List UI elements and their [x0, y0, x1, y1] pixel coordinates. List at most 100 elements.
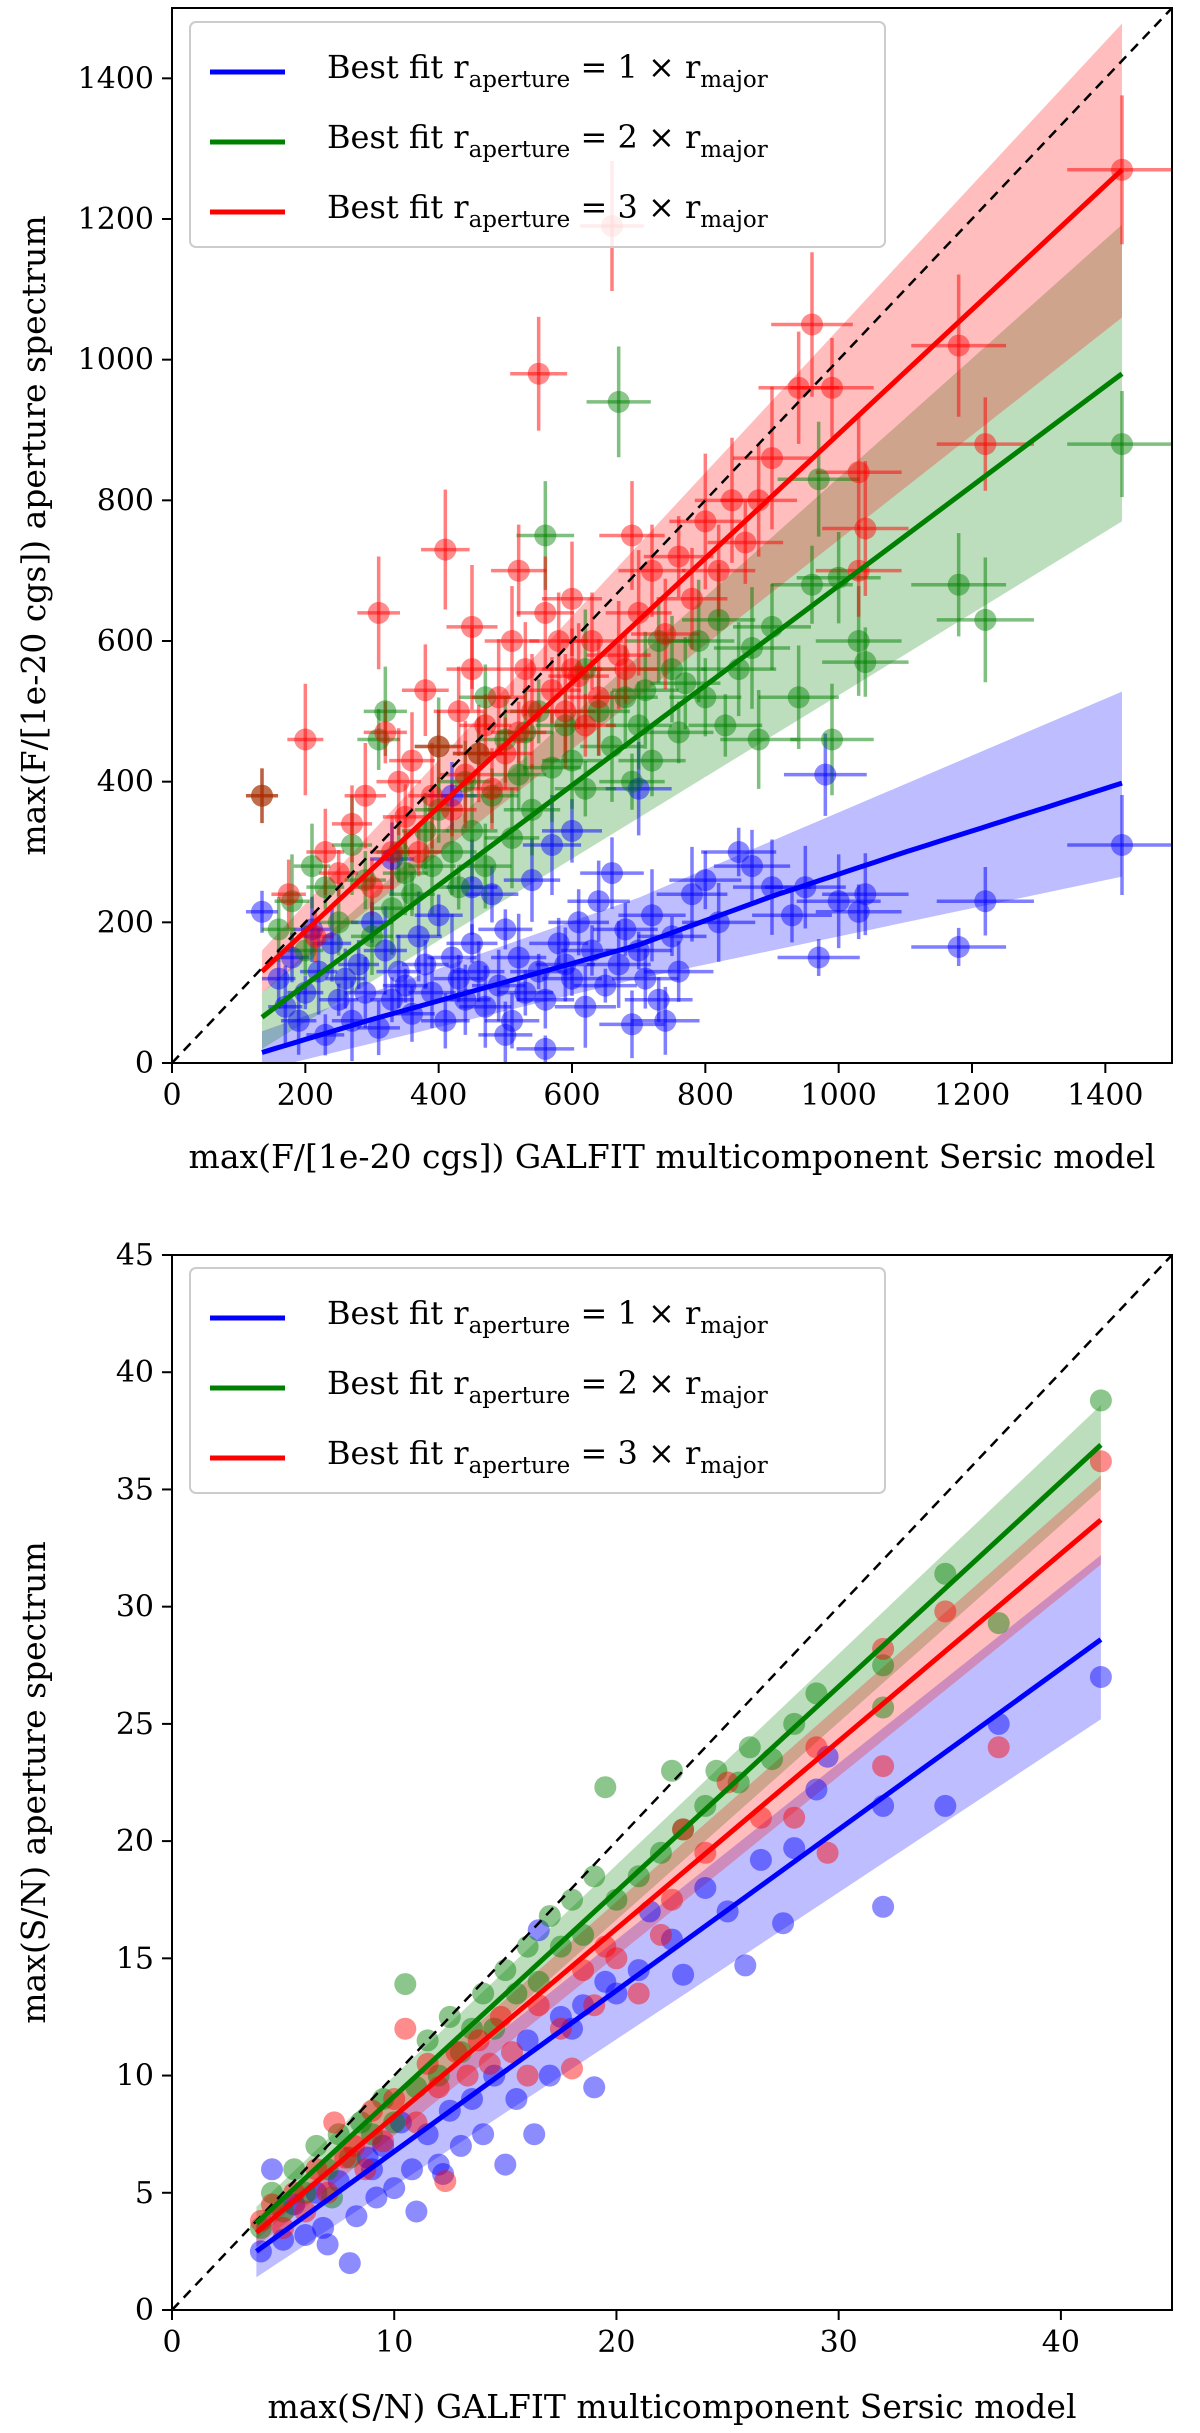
- flux-point-1-0: [251, 900, 273, 923]
- flux-point-1-38: [514, 981, 537, 1004]
- flux-point-2-60: [854, 651, 877, 674]
- sn-point-2-33: [627, 1865, 650, 1888]
- flux-point-3-8: [361, 876, 383, 899]
- sn-ytick-label-4: 20: [116, 1824, 154, 1859]
- flux-point-2-8: [354, 869, 377, 892]
- flux-point-2-43: [647, 630, 670, 652]
- sn-point-1-20: [449, 2134, 472, 2157]
- flux-point-3-41: [581, 630, 603, 652]
- flux-one-to-one-line: [172, 8, 1172, 1063]
- sn-point-3-21: [467, 2029, 490, 2052]
- flux-point-2-66: [514, 721, 537, 744]
- flux-point-2-68: [641, 749, 663, 772]
- sn-point-3-14: [394, 2017, 417, 2040]
- sn-point-3-7: [323, 2111, 346, 2134]
- flux-point-3-7: [354, 784, 377, 807]
- flux-point-2-49: [707, 608, 730, 631]
- flux-point-3-15: [407, 841, 430, 863]
- flux-point-3-44: [607, 644, 630, 667]
- sn-ytick-label-1: 5: [135, 2176, 154, 2211]
- flux-fit-line-2: [260, 371, 1124, 1020]
- sn-fit-line-3: [254, 1517, 1103, 2235]
- flux-point-1-57: [641, 904, 663, 927]
- flux-point-3-9: [367, 601, 390, 624]
- flux-point-1-33: [481, 883, 503, 906]
- sn-point-1-12: [372, 2134, 395, 2157]
- flux-point-2-57: [821, 728, 843, 751]
- flux-point-3-60: [821, 376, 843, 399]
- flux-xtick-label-6: 1200: [934, 1078, 1010, 1113]
- flux-point-1-49: [587, 890, 610, 913]
- flux-point-2-29: [521, 798, 543, 821]
- flux-point-3-24: [467, 742, 490, 765]
- flux-point-1-66: [741, 855, 763, 878]
- flux-ytick-label-1: 200: [97, 905, 154, 940]
- flux-point-1-24: [421, 981, 443, 1004]
- flux-point-1-42: [541, 834, 563, 856]
- sn-point-2-30: [583, 1865, 606, 1888]
- sn-point-2-26: [538, 1905, 561, 1928]
- flux-point-2-47: [687, 630, 710, 652]
- flux-point-3-52: [694, 510, 717, 533]
- sn-point-1-34: [594, 1970, 617, 1993]
- flux-point-2-65: [474, 686, 497, 709]
- sn-point-2-9: [349, 2111, 372, 2134]
- sn-point-1-8: [338, 2252, 361, 2275]
- sn-point-2-35: [661, 1759, 683, 1782]
- sn-ytick-label-0: 0: [135, 2293, 154, 2328]
- flux-point-1-75: [947, 936, 970, 958]
- flux-point-3-27: [487, 686, 510, 709]
- flux-ytick-label-0: 0: [135, 1046, 154, 1081]
- sn-fit-line-2: [254, 1443, 1103, 2226]
- sn-ylabel: max(S/N) aperture spectrum: [14, 1541, 53, 2023]
- flux-point-1-50: [594, 974, 617, 997]
- flux-point-2-36: [587, 700, 610, 723]
- flux-point-1-6: [301, 918, 323, 941]
- sn-xtick-label-4: 40: [1042, 2325, 1080, 2360]
- flux-point-3-65: [974, 433, 997, 456]
- flux-point-2-19: [441, 841, 463, 863]
- flux-point-1-27: [441, 946, 463, 969]
- flux-point-1-82: [461, 876, 483, 899]
- sn-legend-label-3: Best fit raperture = 3 × rmajor: [327, 1434, 768, 1479]
- sn-point-3-34: [649, 1923, 672, 1946]
- flux-point-3-58: [787, 376, 810, 399]
- sn-point-2-20: [472, 1982, 495, 2005]
- sn-ytick-label-7: 35: [116, 1472, 154, 1507]
- flux-point-2-0: [251, 784, 273, 807]
- flux-point-2-44: [661, 658, 683, 681]
- flux-point-3-16: [414, 679, 437, 702]
- flux-point-3-12: [387, 770, 410, 793]
- sn-chart: 0 10 20 30 40 0 5 10 15 20 25 30 35 40 45 max(S/N) GAL…: [14, 1238, 1173, 2426]
- flux-point-1-51: [601, 862, 623, 885]
- sn-xtick-label-0: 0: [162, 2325, 181, 2360]
- sn-point-1-52: [1089, 1666, 1112, 1688]
- sn-legend-label-1: Best fit raperture = 1 × rmajor: [327, 1294, 768, 1339]
- sn-point-1-31: [561, 2017, 583, 2040]
- flux-point-2-45: [667, 721, 690, 744]
- sn-ytick-label-3: 15: [116, 1941, 154, 1976]
- sn-point-3-47: [1089, 1450, 1112, 1473]
- sn-point-2-19: [461, 2017, 483, 2040]
- sn-point-2-40: [738, 1736, 761, 1759]
- flux-point-3-3: [304, 925, 327, 948]
- sn-point-2-31: [594, 1776, 617, 1799]
- flux-point-2-64: [427, 735, 450, 758]
- flux-point-2-2: [281, 890, 303, 913]
- flux-point-1-46: [567, 911, 590, 934]
- flux-point-1-71: [814, 763, 837, 786]
- flux-point-3-14: [401, 749, 423, 772]
- flux-point-1-74: [854, 883, 877, 906]
- flux-point-1-83: [561, 819, 583, 842]
- flux-point-1-53: [614, 918, 637, 941]
- sn-point-1-11: [365, 2186, 388, 2209]
- flux-point-1-25: [427, 904, 450, 927]
- flux-point-1-77: [1111, 834, 1133, 856]
- sn-point-1-26: [516, 2029, 539, 2052]
- sn-xtick-label-1: 10: [375, 2325, 413, 2360]
- flux-point-1-4: [287, 1009, 310, 1032]
- sn-point-2-28: [561, 1888, 583, 1911]
- flux-point-2-23: [467, 742, 490, 765]
- sn-point-2-47: [987, 1612, 1010, 1635]
- flux-point-1-20: [394, 974, 417, 997]
